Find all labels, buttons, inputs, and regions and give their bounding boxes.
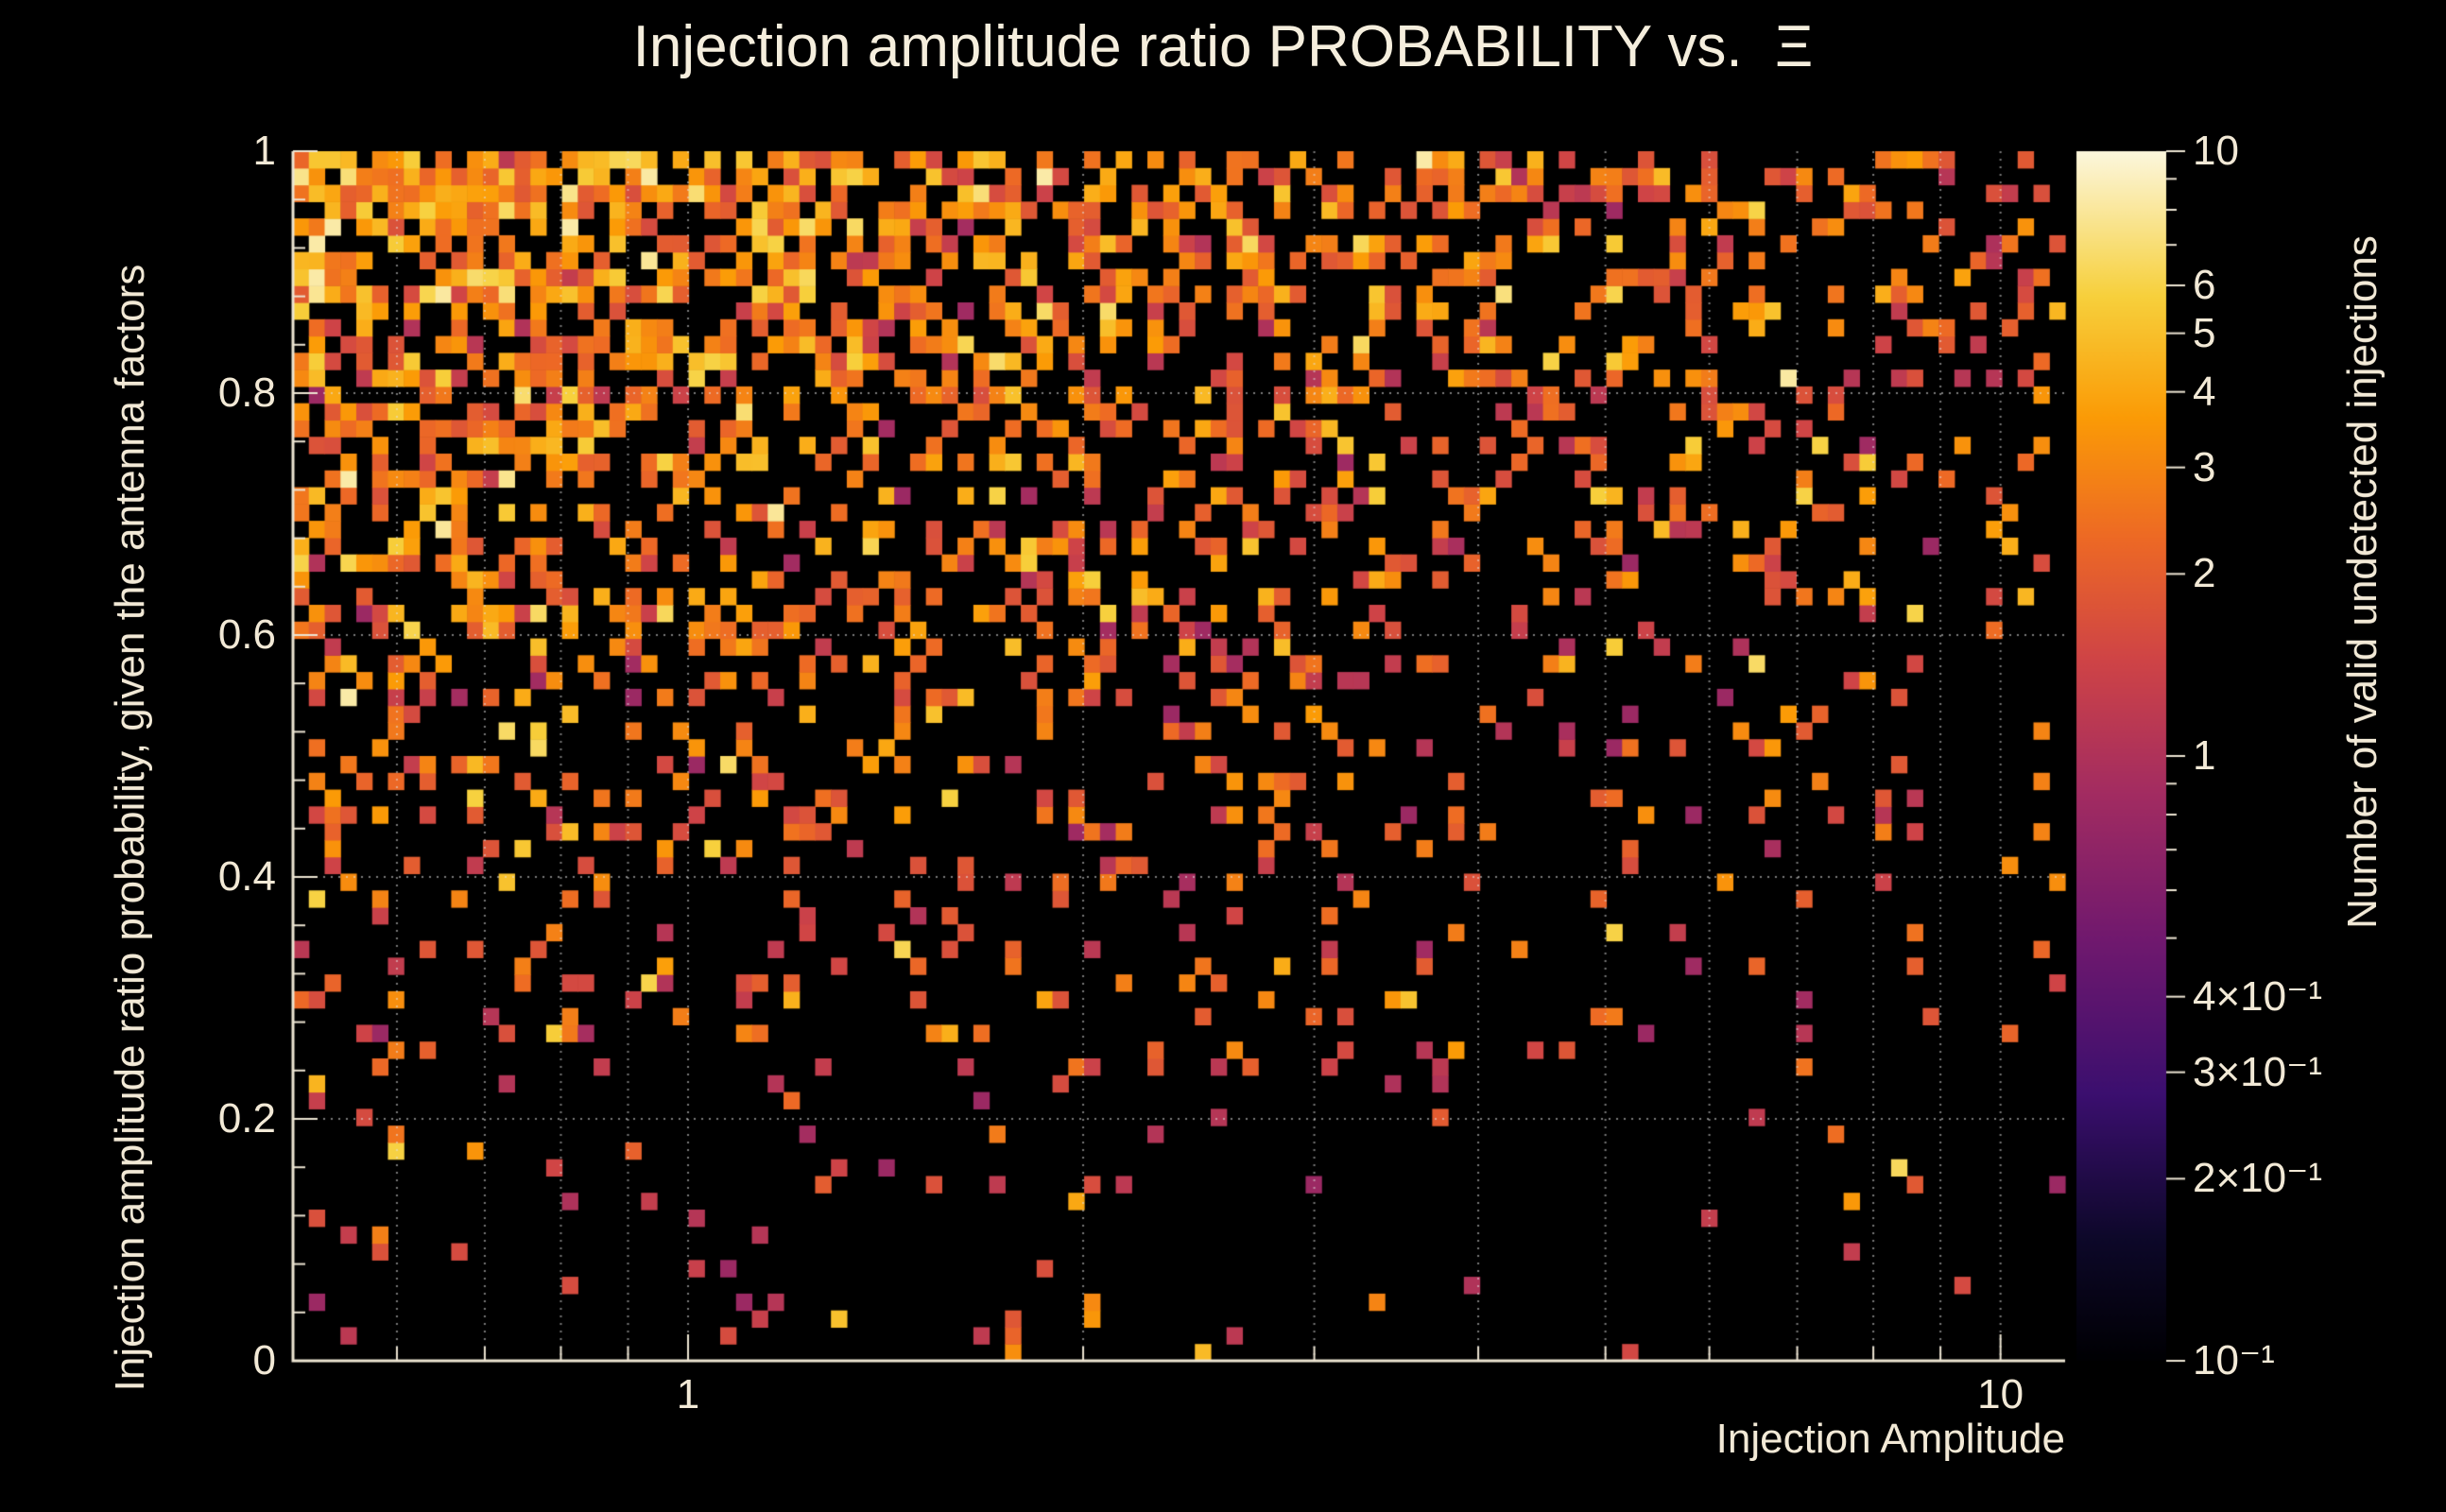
colorbar-title: Number of valid undetected injections [2339,235,2386,929]
colorbar-tick-label: 3×10⁻¹ [2193,1048,2322,1095]
y-tick-label: 0.2 [217,1095,276,1142]
x-tick-label: 1 [676,1371,700,1418]
colorbar-tick-label: 10⁻¹ [2193,1337,2275,1383]
chart-title: Injection amplitude ratio PROBABILITY vs… [632,14,1814,79]
colorbar-tick-label: 4×10⁻¹ [2193,972,2322,1020]
colorbar-tick-label: 1 [2193,732,2216,779]
x-tick-label: 10 [1977,1371,2024,1418]
colorbar-tick-label: 2×10⁻¹ [2193,1155,2322,1202]
y-tick-label: 0.4 [217,853,276,900]
y-axis-title: Injection amplitude ratio probability, g… [107,264,153,1392]
colorbar-tick-label: 4 [2193,368,2216,415]
y-tick-label: 0.6 [217,611,276,658]
colorbar-tick-label: 3 [2193,443,2216,490]
colorbar-tick-label: 5 [2193,309,2216,356]
y-tick-label: 0.8 [217,369,276,416]
colorbar-tick-label: 10 [2193,128,2239,174]
y-tick-label: 1 [252,128,276,174]
colorbar-tick-label: 2 [2193,550,2216,597]
colorbar-tick-label: 6 [2193,261,2216,308]
y-tick-label: 0 [252,1337,276,1383]
x-axis-title: Injection Amplitude [1715,1416,2065,1462]
